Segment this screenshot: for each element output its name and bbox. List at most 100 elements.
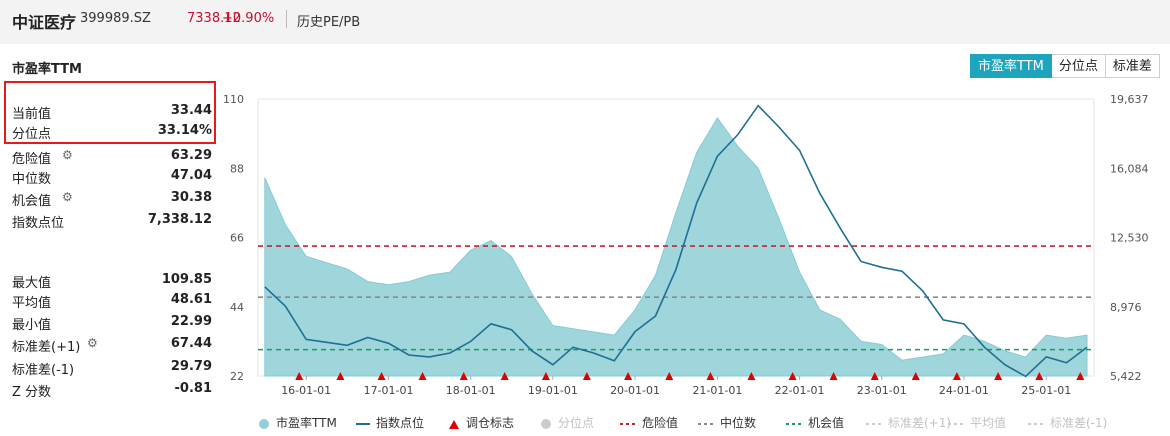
index-points-line bbox=[264, 104, 1088, 378]
x-tick-label: 20-01-01 bbox=[610, 384, 660, 397]
stat-row: 中位数 47.04 bbox=[12, 168, 212, 188]
right-tick-label: 19,637 bbox=[1110, 93, 1149, 106]
rebalance-marker bbox=[829, 372, 838, 380]
rebalance-marker bbox=[706, 372, 715, 380]
stat-row: 当前值 33.44 bbox=[12, 103, 212, 123]
stat-label: 标准差(-1) bbox=[12, 363, 75, 378]
tab-pe-ttm[interactable]: 市盈率TTM bbox=[970, 54, 1052, 78]
left-tick-label: 44 bbox=[230, 301, 244, 314]
right-tick-label: 5,422 bbox=[1110, 370, 1142, 383]
stat-row: 分位点 33.14% bbox=[12, 123, 212, 143]
panel-title: 市盈率TTM bbox=[12, 62, 82, 77]
x-tick-label: 22-01-01 bbox=[775, 384, 825, 397]
rebalance-marker bbox=[994, 372, 1003, 380]
rebalance-marker bbox=[952, 372, 961, 380]
legend-label: 标准差(-1) bbox=[1050, 416, 1108, 430]
x-tick-label: 25-01-01 bbox=[1021, 384, 1071, 397]
rebalance-marker bbox=[911, 372, 920, 380]
stat-value: 33.44 bbox=[170, 103, 212, 118]
legend-item[interactable]: 标准差(-1) bbox=[1028, 414, 1107, 431]
legend-item[interactable]: 市盈率TTM bbox=[258, 414, 337, 431]
stat-value: 22.99 bbox=[170, 314, 212, 329]
stat-value: 109.85 bbox=[161, 272, 212, 287]
stat-row: 标准差(+1) ⚙ 67.44 bbox=[12, 336, 212, 356]
stat-label: 当前值 bbox=[12, 107, 52, 122]
history-pe-pb-link[interactable]: 历史PE/PB bbox=[297, 15, 361, 30]
stat-row: Z 分数 -0.81 bbox=[12, 381, 212, 401]
rebalance-marker bbox=[418, 372, 427, 380]
stat-label: 中位数 bbox=[12, 172, 52, 187]
gear-icon[interactable]: ⚙ bbox=[87, 336, 98, 350]
legend-item[interactable]: 危险值 bbox=[620, 414, 678, 431]
x-tick-label: 23-01-01 bbox=[857, 384, 907, 397]
stat-value: 67.44 bbox=[170, 336, 212, 351]
stat-value: 33.14% bbox=[157, 123, 212, 138]
rebalance-marker bbox=[624, 372, 633, 380]
rebalance-marker bbox=[1076, 372, 1085, 380]
left-tick-label: 88 bbox=[230, 162, 244, 175]
divider bbox=[286, 10, 287, 28]
pe-ttm-area bbox=[264, 116, 1088, 377]
rebalance-marker bbox=[870, 372, 879, 380]
tab-percentile[interactable]: 分位点 bbox=[1051, 54, 1106, 78]
rebalance-marker bbox=[1035, 372, 1044, 380]
x-tick-label: 24-01-01 bbox=[939, 384, 989, 397]
legend-label: 分位点 bbox=[558, 416, 595, 430]
left-tick-label: 110 bbox=[223, 93, 244, 106]
legend-label: 危险值 bbox=[642, 416, 679, 430]
metric-tabs: 市盈率TTM 分位点 标准差 bbox=[970, 54, 1160, 78]
highlight-box bbox=[4, 81, 216, 144]
legend-item[interactable]: 调仓标志 bbox=[448, 414, 514, 431]
rebalance-marker bbox=[541, 372, 550, 380]
stat-value: 30.38 bbox=[170, 190, 212, 205]
left-tick-label: 22 bbox=[230, 370, 244, 383]
stat-label: 最小值 bbox=[12, 318, 52, 333]
legend-item[interactable]: 平均值 bbox=[948, 414, 1006, 431]
x-tick-label: 18-01-01 bbox=[446, 384, 496, 397]
stat-label: 标准差(+1) bbox=[12, 340, 81, 355]
x-tick-label: 21-01-01 bbox=[692, 384, 742, 397]
stat-value: 29.79 bbox=[170, 359, 212, 374]
stat-label: 机会值 bbox=[12, 194, 52, 209]
rebalance-marker bbox=[665, 372, 674, 380]
gear-icon[interactable]: ⚙ bbox=[62, 190, 73, 204]
rebalance-marker bbox=[336, 372, 345, 380]
x-tick-label: 17-01-01 bbox=[364, 384, 414, 397]
index-change: +0.90% bbox=[222, 11, 275, 26]
legend-item[interactable]: 标准差(+1) bbox=[866, 414, 951, 431]
stat-row: 最小值 22.99 bbox=[12, 314, 212, 334]
rebalance-marker bbox=[377, 372, 386, 380]
stat-row: 标准差(-1) 29.79 bbox=[12, 359, 212, 379]
stat-label: 最大值 bbox=[12, 276, 52, 291]
legend-label: 市盈率TTM bbox=[276, 416, 337, 430]
legend-item[interactable]: 分位点 bbox=[540, 414, 594, 431]
legend-item[interactable]: 指数点位 bbox=[356, 414, 424, 431]
rebalance-marker bbox=[295, 372, 304, 380]
legend-label: 指数点位 bbox=[376, 416, 425, 430]
stat-row: 平均值 48.61 bbox=[12, 292, 212, 312]
stat-value: 63.29 bbox=[170, 148, 212, 163]
legend-label: 标准差(+1) bbox=[888, 416, 952, 430]
right-tick-label: 16,084 bbox=[1110, 162, 1149, 175]
stat-row: 机会值 ⚙ 30.38 bbox=[12, 190, 212, 210]
legend-label: 调仓标志 bbox=[466, 416, 515, 430]
gear-icon[interactable]: ⚙ bbox=[62, 148, 73, 162]
rebalance-marker bbox=[459, 372, 468, 380]
stat-label: 分位点 bbox=[12, 127, 52, 142]
stat-value: -0.81 bbox=[174, 381, 212, 396]
tab-std-dev[interactable]: 标准差 bbox=[1105, 54, 1160, 78]
rebalance-marker bbox=[747, 372, 756, 380]
legend-label: 平均值 bbox=[970, 416, 1007, 430]
rebalance-marker bbox=[582, 372, 591, 380]
right-tick-label: 12,530 bbox=[1110, 232, 1149, 245]
x-tick-label: 19-01-01 bbox=[528, 384, 578, 397]
stat-row: 危险值 ⚙ 63.29 bbox=[12, 148, 212, 168]
stat-value: 47.04 bbox=[170, 168, 212, 183]
stat-row: 最大值 109.85 bbox=[12, 272, 212, 292]
stat-label: 指数点位 bbox=[12, 216, 65, 231]
legend-item[interactable]: 机会值 bbox=[786, 414, 844, 431]
stat-value: 48.61 bbox=[170, 292, 212, 307]
stat-value: 7,338.12 bbox=[147, 212, 212, 227]
legend-label: 中位数 bbox=[720, 416, 757, 430]
legend-item[interactable]: 中位数 bbox=[698, 414, 756, 431]
